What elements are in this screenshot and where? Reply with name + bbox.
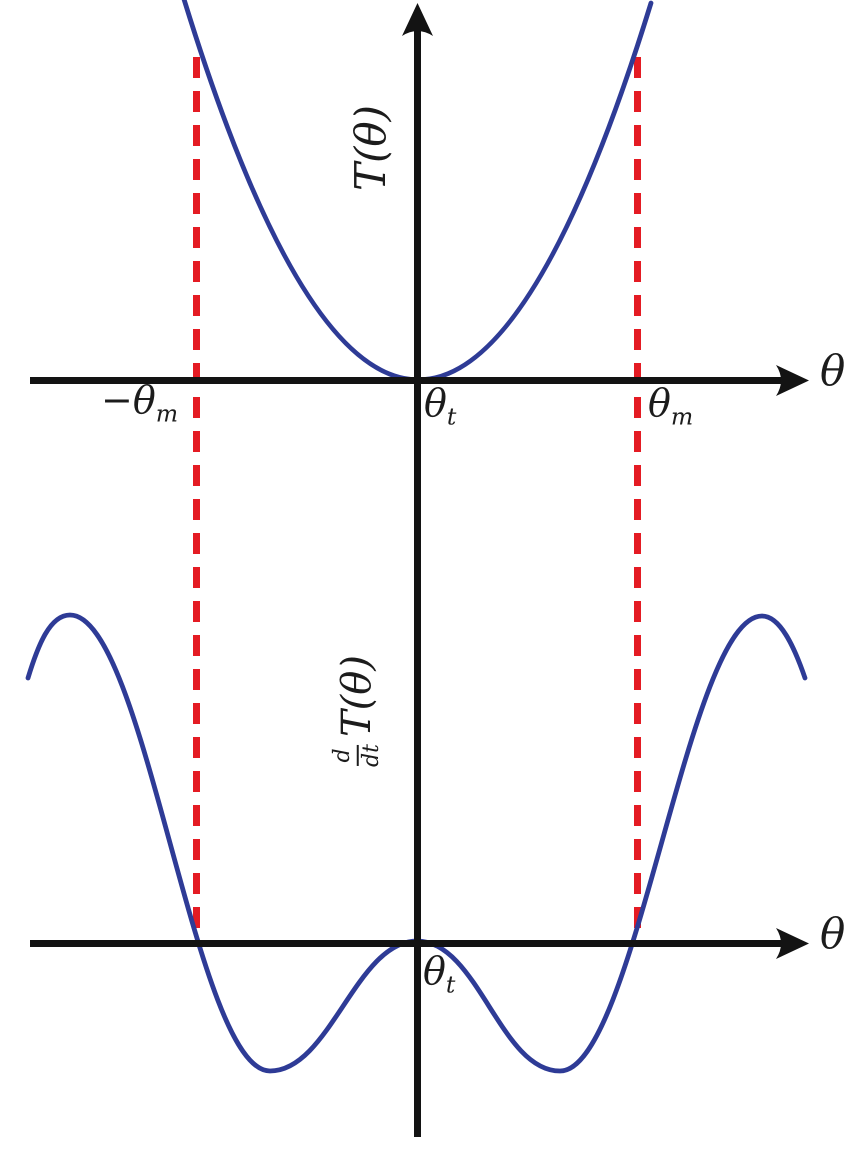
label-theta-m-sub: m (670, 402, 694, 431)
top-y-axis-label-text: T(θ) (346, 104, 395, 192)
top-y-axis-label: T(θ) (346, 104, 395, 192)
fraction-denominator: dt (358, 744, 384, 767)
label-neg-theta-m-sub: m (155, 399, 179, 428)
label-theta-t-top-sub: t (446, 402, 457, 431)
label-neg-theta-m-base: −θ (101, 378, 156, 422)
label-theta-t-top-base: θ (424, 381, 447, 425)
label-neg-theta-m: −θm (101, 381, 178, 426)
bottom-y-axis-label: d dt T(θ) (330, 655, 384, 767)
fraction-d-dt: d dt (330, 744, 384, 767)
top-x-axis-arrowhead (776, 365, 809, 396)
label-theta-t-bottom: θt (423, 952, 455, 997)
label-theta-m-base: θ (648, 381, 671, 425)
bottom-x-axis-arrowhead (776, 928, 809, 959)
label-theta-t-bottom-sub: t (445, 970, 456, 999)
fraction-numerator: d (330, 745, 359, 766)
label-theta-t-bottom-base: θ (423, 949, 446, 993)
label-theta-t-top: θt (424, 384, 456, 429)
y-axis-arrowhead (402, 3, 433, 36)
bottom-x-axis-label: θ (820, 909, 846, 958)
top-x-axis-label: θ (820, 346, 846, 395)
label-theta-m: θm (648, 384, 693, 429)
bottom-y-axis-label-function: T(θ) (334, 655, 380, 738)
